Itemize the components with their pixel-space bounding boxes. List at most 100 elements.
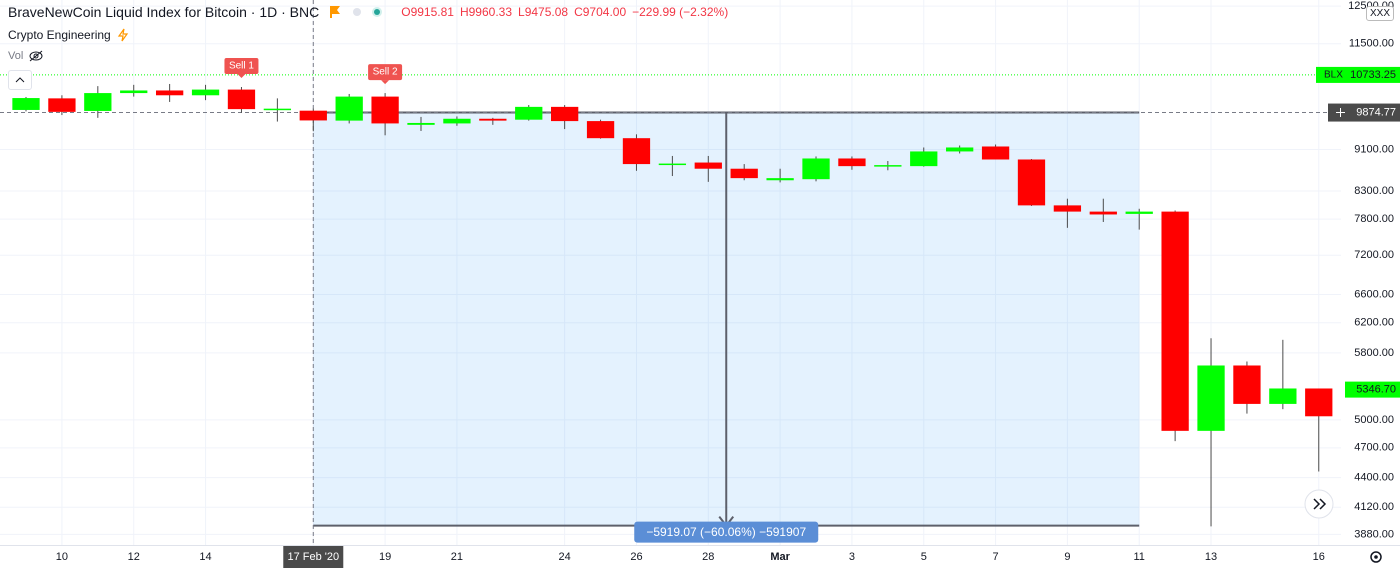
axes: 12500.0011500.009100.008300.007800.00720… — [56, 0, 1400, 568]
x-tick-label: 5 — [921, 551, 927, 563]
price-tag-value: 10733.25 — [1350, 69, 1396, 81]
price-tag-name: BLX — [1324, 70, 1343, 81]
hidden-icon[interactable] — [29, 50, 43, 62]
last-price-tag — [1345, 381, 1400, 398]
y-tick-label: 5800.00 — [1354, 347, 1394, 359]
candle-body — [84, 93, 112, 111]
candle-body — [874, 165, 902, 167]
crosshair-date-box — [283, 546, 344, 568]
candle-body — [155, 90, 184, 96]
candle-body — [48, 98, 76, 112]
candle-body — [1125, 211, 1153, 214]
candle-body — [622, 138, 651, 165]
indicator-row: Crypto Engineering — [8, 28, 129, 42]
candle-body — [515, 106, 543, 120]
y-tick-label: 8300.00 — [1354, 185, 1394, 197]
x-tick-label: 10 — [56, 551, 68, 563]
plot-area: Sell 1 Sell 2 — [0, 0, 1341, 545]
annotation-box — [368, 64, 403, 81]
y-tick-label: 6200.00 — [1354, 317, 1394, 329]
gear-icon[interactable] — [1370, 551, 1382, 563]
x-tick-label: 24 — [559, 551, 571, 563]
candle-body — [838, 158, 866, 167]
y-tick-label: 7800.00 — [1354, 213, 1394, 225]
candle-body — [120, 90, 148, 94]
symbol-title: BraveNewCoin Liquid Index for Bitcoin · … — [8, 4, 320, 20]
x-tick-label: 9 — [1064, 551, 1070, 563]
ohlc-change: −229.99 (−2.32%) — [632, 5, 729, 19]
ohlc: O9915.81 H9960.33 L9475.08 C9704.00 −229… — [401, 5, 728, 19]
candle-body — [1017, 159, 1046, 206]
candle-body — [407, 122, 435, 125]
indicator-name[interactable]: Crypto Engineering — [8, 28, 111, 42]
x-tick-label: 12 — [128, 551, 140, 563]
candle-body — [1161, 211, 1189, 431]
candle-body — [299, 110, 327, 121]
ohlc-high: H9960.33 — [459, 5, 513, 19]
collapse-button[interactable] — [8, 70, 32, 90]
chevron-icon — [15, 77, 25, 83]
annotation-pointer — [237, 73, 246, 78]
candle-body — [1233, 365, 1261, 404]
volume-row: Vol — [8, 50, 43, 62]
gear-center — [1374, 555, 1378, 559]
candle-body — [658, 163, 687, 166]
candle-body — [586, 121, 615, 139]
flag-icon — [330, 6, 341, 18]
candle-body — [1089, 211, 1117, 215]
candle-body — [551, 106, 579, 122]
candle-body — [335, 96, 363, 121]
candle-body — [263, 108, 292, 111]
y-tick-label: 5000.00 — [1354, 414, 1394, 426]
y-tick-label: 3880.00 — [1354, 528, 1394, 540]
candle-body — [802, 158, 830, 180]
annotation-text: Sell 2 — [373, 67, 398, 78]
x-tick-label: 28 — [702, 551, 714, 563]
candle-body — [946, 147, 974, 152]
x-tick-label: 26 — [630, 551, 642, 563]
x-tick-label: 19 — [379, 551, 391, 563]
crosshair-plus — [1336, 108, 1345, 118]
bolt-icon — [117, 28, 128, 42]
x-tick-label: 14 — [199, 551, 211, 563]
crosshair-price: 9874.77 — [1356, 106, 1396, 118]
x-tick-label: 16 — [1313, 551, 1325, 563]
header: BraveNewCoin Liquid Index for Bitcoin · … — [8, 4, 728, 20]
x-tick-label: 13 — [1205, 551, 1217, 563]
scroll-icon — [1313, 498, 1327, 510]
crosshair-tag — [1328, 103, 1400, 122]
status-icons — [353, 7, 383, 17]
volume-label[interactable]: Vol — [8, 50, 24, 62]
candle-body — [981, 146, 1010, 160]
ohlc-close: C9704.00 — [574, 5, 627, 19]
candle-body — [694, 162, 722, 169]
candle-body — [371, 96, 399, 124]
x-tick-label: 21 — [451, 551, 463, 563]
y-tick-label: 7200.00 — [1354, 249, 1394, 261]
candle-body — [191, 89, 220, 96]
annotation-pointer — [381, 80, 390, 85]
x-tick-label: 7 — [993, 551, 999, 563]
candle-body — [766, 178, 794, 181]
measure-label-box — [634, 521, 819, 543]
annotation-text: Sell 1 — [229, 61, 254, 72]
x-tick-label: 11 — [1133, 551, 1144, 563]
settings-button[interactable] — [1370, 551, 1382, 563]
x-tick-label: 17 Feb '20 — [287, 551, 339, 563]
candle-body — [227, 89, 256, 110]
candle-body — [1197, 365, 1225, 431]
candle-body — [730, 168, 758, 179]
candle-body — [910, 151, 938, 167]
candle-body — [12, 98, 40, 110]
x-tick-label: Mar — [770, 551, 790, 563]
measure-label: −5919.07 (−60.06%) −591907 — [646, 525, 806, 539]
candle-body — [1053, 205, 1082, 212]
ohlc-low: L9475.08 — [518, 5, 569, 19]
scroll-button[interactable] — [1304, 489, 1334, 519]
candle-body — [1305, 388, 1333, 417]
candle-body — [479, 118, 507, 121]
y-tick-label: 11500.00 — [1349, 38, 1394, 50]
last-price: 5346.70 — [1356, 384, 1396, 396]
